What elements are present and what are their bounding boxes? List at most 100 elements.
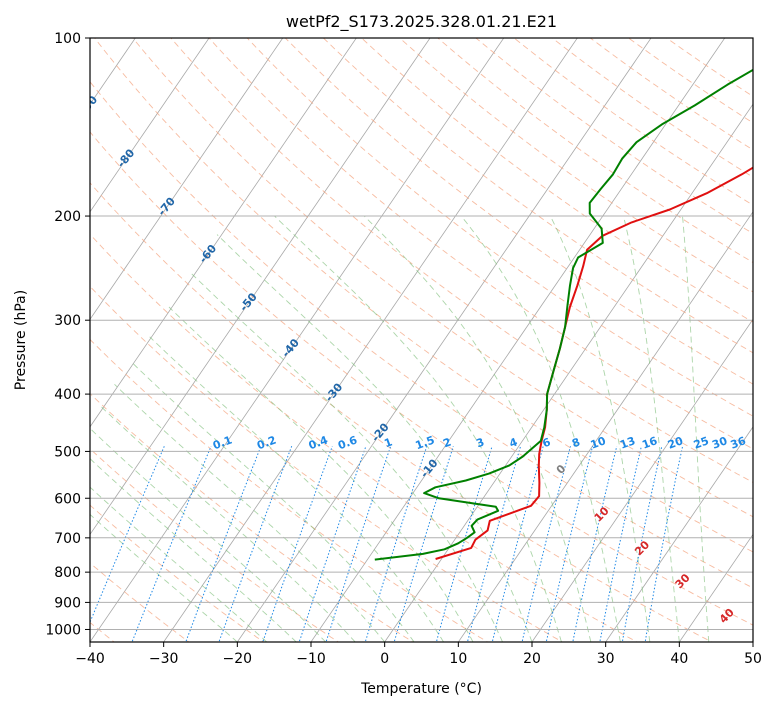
y-tick-label: 200 — [54, 209, 81, 225]
mixing-ratio-label: 13 — [618, 434, 637, 451]
mixing-ratio-label: 0.2 — [255, 433, 278, 452]
mixing-ratio-line — [218, 446, 293, 642]
y-tick-label: 100 — [54, 31, 81, 47]
mixing-ratio-line — [298, 446, 367, 642]
y-axis-title: Pressure (hPa) — [13, 290, 29, 390]
profile-series — [374, 68, 753, 561]
x-axis-title: Temperature (°C) — [360, 681, 482, 697]
mixing-ratio-label: 36 — [729, 434, 748, 452]
x-tick-label: −40 — [75, 651, 105, 667]
dewpoint-line — [374, 68, 753, 561]
chart-title: wetPf2_S173.2025.328.01.21.E21 — [286, 12, 557, 32]
isotherm-label: -90 — [77, 93, 100, 117]
mixing-ratio-line — [466, 446, 522, 642]
moist-adiabat-line — [274, 215, 562, 642]
y-tick-label: 900 — [54, 595, 81, 611]
mixing-ratio-label: 8 — [570, 436, 582, 451]
mixing-ratio-line — [435, 446, 493, 642]
moist-adiabat-line — [363, 215, 592, 642]
moist-adiabat-line — [216, 234, 533, 642]
mixing-ratio-line — [621, 446, 663, 642]
mixing-ratio-label: 25 — [692, 434, 711, 451]
moist-adiabat-line — [90, 458, 297, 642]
mixing-ratio-line — [599, 446, 642, 642]
mixing-ratio-label: 0.6 — [336, 433, 359, 452]
y-tick-label: 300 — [54, 313, 81, 329]
isotherm-line — [90, 38, 284, 321]
mixing-ratio-label: 0.1 — [211, 433, 234, 452]
mixing-ratio-line — [262, 446, 333, 642]
x-tick-label: 50 — [744, 651, 762, 667]
dry-adiabat-line — [94, 38, 753, 553]
isotherm-line — [90, 38, 210, 213]
x-tick-label: −10 — [296, 651, 326, 667]
moist-adiabat-line — [190, 273, 503, 642]
mixing-ratio-label: 16 — [640, 434, 659, 452]
moist-adiabat-line — [90, 513, 238, 642]
moist-adiabat-line — [149, 336, 444, 642]
mixing-ratio-label: 4 — [508, 435, 520, 450]
mixing-ratio-line — [521, 446, 571, 642]
moist-adiabat-line — [682, 215, 710, 642]
x-tick-label: −30 — [149, 651, 179, 667]
mixing-ratio-line — [185, 446, 262, 642]
y-tick-label: 700 — [54, 531, 81, 547]
dry-adiabat-line — [322, 38, 753, 354]
x-tick-label: 20 — [523, 651, 541, 667]
y-tick-label: 600 — [54, 491, 81, 507]
mixing-ratio-label: 1.5 — [414, 433, 437, 452]
mixing-ratio-line — [364, 446, 428, 642]
mixing-ratio-line — [393, 446, 454, 642]
pressure-gridlines — [90, 38, 753, 630]
moist-adiabat-line — [114, 383, 386, 642]
mixing-ratio-line — [491, 446, 544, 642]
isotherm-line — [457, 211, 753, 642]
isotherm-line — [163, 38, 578, 642]
mixing-ratio-label: 30 — [710, 434, 729, 452]
isotherm-line — [384, 103, 753, 642]
dry-adiabat-line — [132, 38, 753, 518]
y-axis: 1000 900 800 700 600 500 400 300 200 100 — [45, 31, 90, 638]
mixing-ratio-label: 1 — [382, 436, 394, 451]
isotherm-line — [605, 426, 753, 642]
isotherm-line — [236, 38, 652, 642]
mixing-ratio-line — [572, 446, 618, 642]
isotherm-line — [310, 38, 726, 642]
isotherm-line — [678, 533, 753, 642]
y-tick-label: 400 — [54, 387, 81, 403]
x-axis: −40 −30 −20 −10 0 10 20 30 40 50 — [75, 642, 762, 667]
temperature-line — [435, 166, 753, 560]
y-tick-label: 800 — [54, 565, 81, 581]
dry-adiabat-line — [170, 38, 753, 483]
moist-adiabat-line — [623, 215, 680, 642]
dry-adiabat-line — [90, 81, 753, 589]
mixing-ratio-label: 3 — [474, 436, 486, 451]
x-tick-label: 40 — [670, 651, 688, 667]
mixing-ratio-label: 6 — [541, 435, 553, 450]
moist-adiabat-line — [90, 427, 327, 642]
mixing-ratio-line — [90, 446, 165, 624]
mixing-ratio-label: 0.4 — [307, 433, 330, 452]
mixing-ratio-line — [644, 446, 684, 642]
x-tick-label: −20 — [223, 651, 253, 667]
y-tick-label: 500 — [54, 444, 81, 460]
mixing-ratio-label: 20 — [666, 434, 685, 452]
plot-frame — [89, 37, 754, 643]
x-tick-label: 30 — [597, 651, 615, 667]
isotherm-line — [90, 38, 431, 536]
isotherm-line — [90, 38, 505, 642]
moist-adiabat-line — [168, 306, 474, 642]
x-tick-label: 10 — [449, 651, 467, 667]
x-tick-label: 0 — [380, 651, 389, 667]
dry-adiabat-line — [284, 38, 753, 385]
isotherm-line — [90, 38, 357, 428]
mixing-ratio-label: 2 — [441, 436, 453, 451]
moist-adiabat-line — [90, 486, 268, 642]
mixing-ratio-line — [545, 446, 594, 642]
isotherm-line — [531, 318, 753, 642]
moist-adiabat-line — [549, 215, 651, 642]
mixing-ratio-line — [131, 446, 212, 642]
moist-adiabat-line — [100, 406, 356, 642]
mixing-ratio-label: 10 — [589, 434, 608, 452]
